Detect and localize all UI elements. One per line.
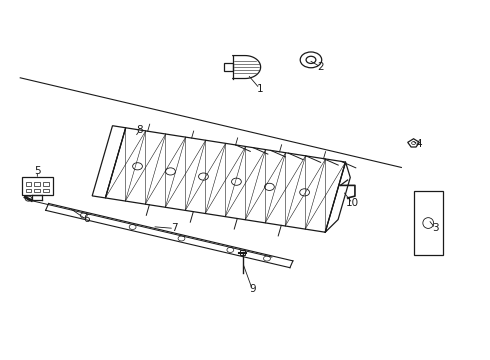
Bar: [43, 189, 49, 192]
Bar: [25, 182, 31, 186]
Text: 5: 5: [34, 166, 41, 176]
Text: 10: 10: [346, 198, 359, 208]
Bar: [414, 191, 443, 255]
Bar: [34, 189, 40, 192]
Text: 8: 8: [137, 125, 143, 135]
Text: 7: 7: [171, 224, 177, 233]
Bar: [43, 182, 49, 186]
Text: 6: 6: [83, 215, 90, 224]
Bar: [22, 177, 53, 195]
Bar: [25, 189, 31, 192]
Text: 4: 4: [415, 139, 422, 149]
Text: 1: 1: [256, 84, 263, 94]
Text: 3: 3: [432, 224, 439, 233]
Text: 2: 2: [318, 62, 324, 72]
Bar: [34, 182, 40, 186]
Text: 9: 9: [249, 284, 256, 294]
Bar: [240, 250, 245, 255]
